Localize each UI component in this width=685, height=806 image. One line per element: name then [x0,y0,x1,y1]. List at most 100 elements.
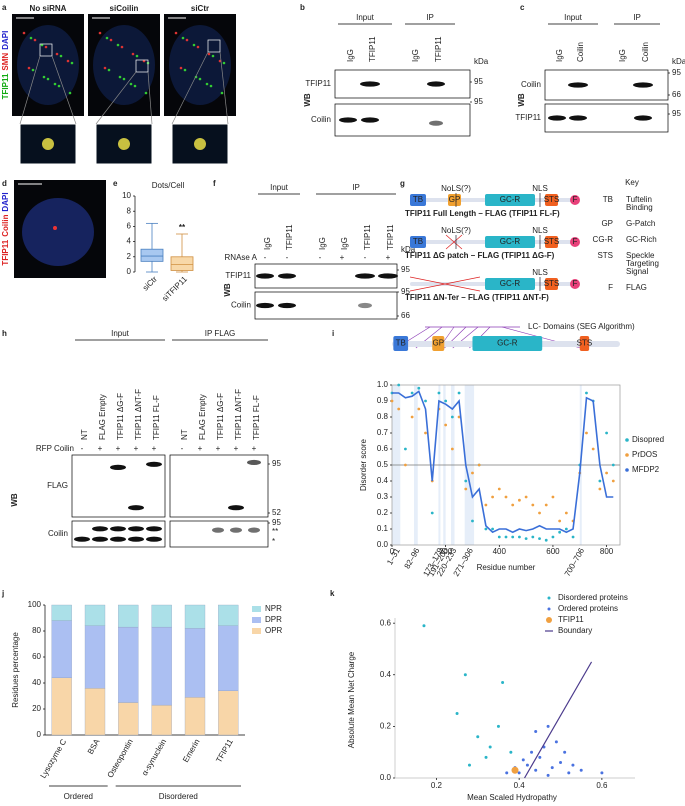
speckle [42,75,46,79]
speckle [135,54,139,58]
group-label: IP FLAG [205,329,236,338]
bar-segment [118,626,139,703]
domain-label: GC-R [500,195,521,204]
key-title: Key [625,178,639,187]
legend-swatch [625,438,629,442]
y-tick-label: 100 [28,600,42,609]
connector [171,51,209,125]
data-point [546,724,550,728]
speckle [107,68,111,72]
annotation: * [272,537,275,546]
y-tick-label: 20 [32,704,41,713]
blot [334,69,471,99]
lane-label: IgG [346,49,355,62]
data-point [504,535,508,539]
lane-label: IgG [411,49,420,62]
x-tick-label: 600 [546,547,560,556]
speckle [209,84,213,88]
data-point [511,766,519,774]
x-tick-label: BSA [86,737,102,756]
data-point [544,503,548,507]
speckle [22,31,26,35]
speckle [181,36,185,40]
domain-label: NLS [532,268,548,277]
unit: kDa [672,57,685,66]
panel-letter: a [2,3,7,12]
speckle [98,31,102,35]
bar-segment [118,702,139,736]
data-point [410,391,414,395]
channel: Coilin [1,214,10,236]
panel-letter: j [1,589,4,598]
data-point [417,407,421,411]
domain [432,336,445,351]
connector [95,71,137,125]
data-point [538,537,541,540]
group-label: Input [270,183,289,192]
sign: + [134,444,139,453]
data-point [598,479,602,483]
domain [448,194,461,206]
band [634,115,652,121]
column-label: No siRNA [30,4,67,13]
data-point [410,415,414,419]
band [355,273,375,279]
data-point [444,423,448,427]
legend-swatch [625,468,629,472]
construct-name: TFIP11 ΔN-Ter – FLAG (TFIP11 ΔNT-F) [405,293,549,302]
boundary-line [523,661,593,779]
y-tick-label: 0.9 [377,396,389,405]
sign: + [386,253,391,262]
domain [485,278,535,290]
axis-title: Absolute Mean Net Charge [347,651,356,748]
speckle [53,226,57,230]
speckle [55,52,59,56]
sign: - [181,444,184,453]
panel-letter: h [2,329,7,338]
bar-segment [118,604,139,628]
band [569,115,587,121]
band [358,302,372,309]
method-label: WB [517,93,526,107]
speckle [33,38,37,42]
channel: TFIP11 [1,73,10,99]
x-tick-label: 0.2 [431,781,443,790]
data-point [471,471,474,475]
data-point [464,479,468,483]
marker: 95 [272,518,281,527]
domain [570,195,580,205]
group-label: IP [352,183,360,192]
domain-label: TB [413,237,423,246]
data-point [571,535,575,539]
band [278,302,296,309]
speckle [192,43,196,47]
bar-segment [151,604,172,628]
sign: + [216,444,221,453]
panel-letter: f [213,179,216,188]
panel-letter: b [300,3,305,12]
lane-label: TFIP11 FL-F [152,395,161,440]
speckle [196,45,200,49]
group-label: Input [111,329,130,338]
band [378,273,398,279]
legend-label: Disopred [632,435,664,444]
lane-label: TFIP11 ΔG-F [216,393,225,440]
x-tick-label: 0.4 [514,781,526,790]
key-text: GC-Rich [626,235,657,244]
box [140,248,164,262]
data-point [437,391,441,395]
sign: + [234,444,239,453]
y-tick-label: 0.4 [380,670,392,679]
speckle [174,31,178,35]
band [548,115,566,121]
band [248,527,260,533]
sign: + [252,444,257,453]
x-tick-label: α-synuclein [140,738,168,778]
data-point [531,503,535,507]
data-point [550,766,554,770]
speckle [220,91,224,95]
marker: 95 [672,109,681,118]
marker: 95 [401,287,410,296]
lane-label: TFIP11 [368,36,377,62]
